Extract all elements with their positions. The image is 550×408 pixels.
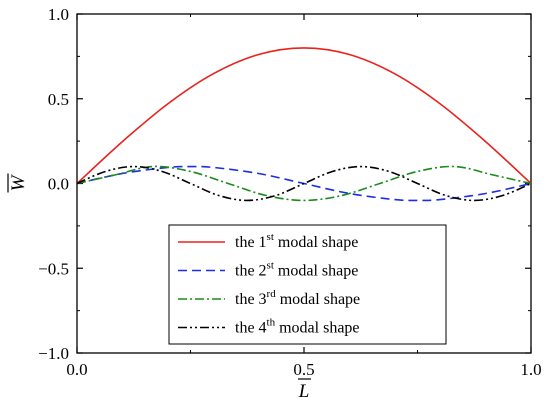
x-tick-label: 1.0 (520, 360, 541, 379)
legend-label-2: the 2st modal shape (235, 260, 358, 280)
curves-group (77, 47, 531, 202)
x-axis-label: L (298, 381, 310, 402)
legend-box (168, 224, 447, 345)
y-tick-label: 0.0 (48, 175, 69, 194)
legend-label-3: the 3rd modal shape (235, 288, 360, 308)
y-tick-label: 0.5 (48, 90, 69, 109)
x-tick-label: 0.0 (66, 360, 87, 379)
y-axis-label: W (8, 173, 29, 191)
x-tick-label: 0.5 (293, 360, 314, 379)
y-axis-label-group: W (7, 173, 29, 193)
series-line-1 (77, 47, 531, 185)
y-tick-label: −0.5 (38, 259, 69, 278)
legend-label-4: the 4th modal shape (235, 317, 360, 337)
legend-label-1: the 1st modal shape (235, 231, 358, 251)
y-tick-label: 1.0 (48, 5, 69, 24)
y-tick-label: −1.0 (38, 344, 69, 363)
